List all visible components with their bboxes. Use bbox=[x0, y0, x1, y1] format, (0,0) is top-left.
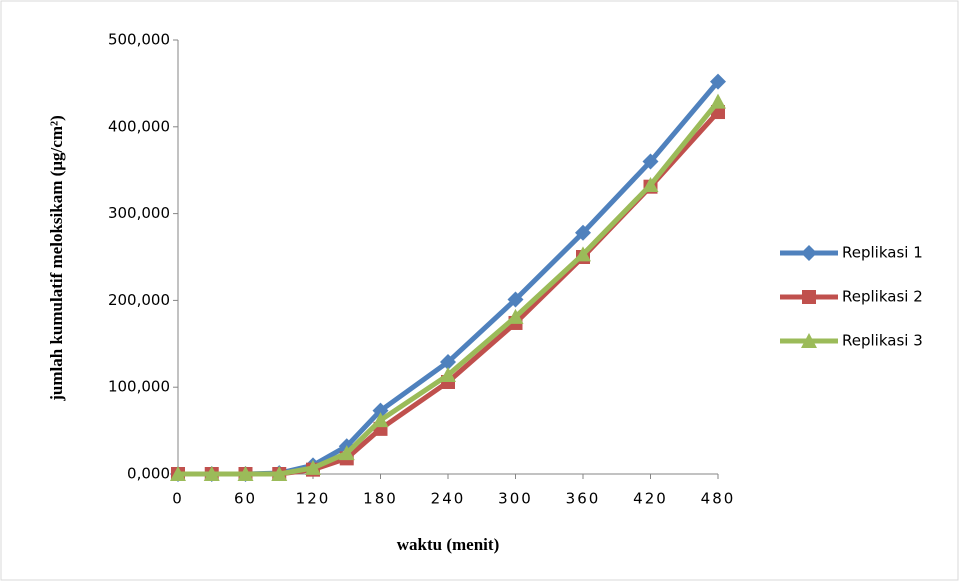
marker bbox=[710, 93, 726, 109]
marker bbox=[575, 246, 591, 262]
marker bbox=[440, 367, 456, 383]
y-tick-label: 100,000 bbox=[108, 378, 170, 396]
x-tick-label: 360 bbox=[566, 490, 601, 508]
marker bbox=[507, 308, 524, 324]
y-tick-label: 500,000 bbox=[108, 31, 170, 49]
x-tick-label: 0 bbox=[172, 490, 184, 508]
y-axis-label: jumlah kumulatif meloksikam (µg/cm²) bbox=[47, 115, 66, 401]
marker bbox=[203, 466, 220, 481]
legend-label: Replikasi 1 bbox=[842, 244, 923, 262]
x-tick-label: 300 bbox=[498, 490, 533, 508]
marker bbox=[271, 466, 288, 481]
x-tick-label: 60 bbox=[234, 490, 257, 508]
y-tick-label: 200,000 bbox=[108, 291, 170, 309]
marker bbox=[237, 466, 254, 481]
legend-label: Replikasi 3 bbox=[842, 332, 923, 350]
x-tick-label: 480 bbox=[701, 490, 736, 508]
marker bbox=[642, 153, 659, 170]
legend-label: Replikasi 2 bbox=[842, 288, 923, 306]
x-tick-label: 420 bbox=[633, 490, 668, 508]
x-tick-label: 180 bbox=[363, 490, 398, 508]
marker bbox=[440, 354, 456, 371]
marker bbox=[305, 459, 321, 475]
x-tick-label: 120 bbox=[296, 490, 331, 508]
y-tick-label: 400,000 bbox=[108, 117, 170, 135]
x-axis-label: waktu (menit) bbox=[397, 535, 499, 554]
marker bbox=[642, 176, 659, 192]
marker bbox=[338, 445, 355, 461]
x-tick-label: 240 bbox=[431, 490, 466, 508]
legend-marker bbox=[802, 290, 816, 304]
marker bbox=[507, 291, 524, 308]
y-tick-label: 300,000 bbox=[108, 204, 170, 222]
marker bbox=[575, 224, 591, 241]
marker bbox=[170, 466, 186, 481]
legend-marker bbox=[801, 333, 817, 348]
legend-marker bbox=[801, 245, 817, 261]
marker bbox=[372, 412, 389, 428]
y-tick-label: 0,000 bbox=[127, 465, 170, 483]
series-line bbox=[178, 100, 720, 477]
marker bbox=[710, 73, 726, 90]
